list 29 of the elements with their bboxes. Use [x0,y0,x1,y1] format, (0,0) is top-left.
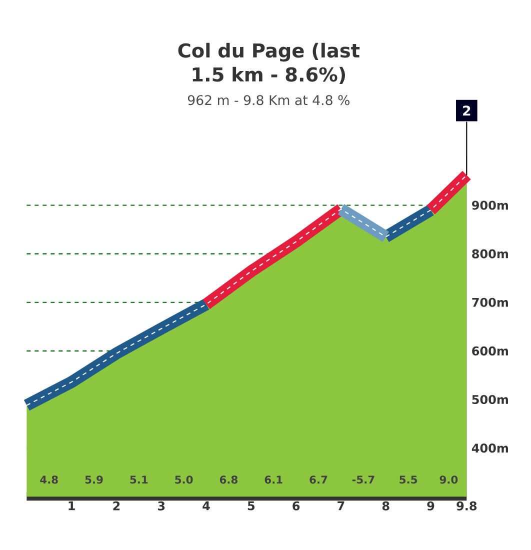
annotation: 5.9 [86,476,103,484]
annotation: 6.8 [220,476,238,484]
chart-title: Col du Page (last 1.5 km - 8.6%) [178,42,360,84]
x-tick-label: 8 [382,501,390,510]
x-tick-label: 9.8 [456,501,477,510]
x-tick-label: 6 [292,501,300,510]
y-tick-label: 700m [472,298,508,307]
annotation: 2 [463,106,470,116]
x-tick-label: 5 [248,501,255,510]
annotation: 6.7 [310,476,328,484]
annotation: 5.5 [400,476,418,484]
x-tick-label: 7 [338,501,344,510]
annotation: 5.0 [175,476,193,484]
annotation: 5.1 [130,476,148,484]
annotation: 4.8 [40,476,58,484]
x-tick-label: 2 [113,501,120,510]
x-tick-label: 9 [427,501,434,510]
y-tick-label: 500m [472,394,508,404]
annotation: 9.0 [440,476,458,484]
x-tick-label: 3 [158,501,165,510]
y-tick-label: 900m [472,200,508,210]
x-tick-label: 4 [202,501,210,510]
annotation: 6.1 [264,476,282,484]
y-tick-label: 600m [472,346,508,356]
annotation: -5.7 [352,476,374,484]
y-tick-label: 400m [472,444,508,453]
x-tick-label: 1 [68,501,76,510]
y-tick-label: 800m [472,249,508,258]
chart-subtitle: 962 m - 9.8 Km at 4.8 % [188,95,350,106]
